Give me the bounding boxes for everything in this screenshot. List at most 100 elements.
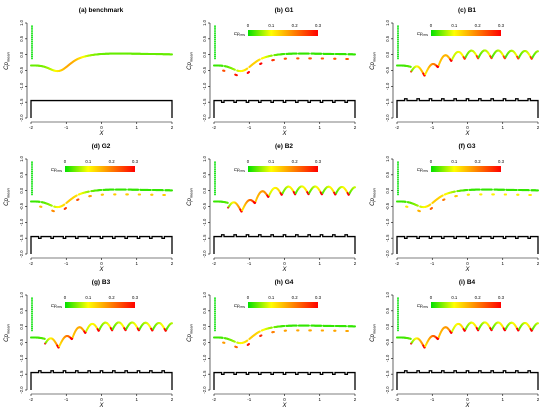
data-point (214, 312, 216, 315)
y-tick-label: 0.0 (385, 323, 390, 329)
y-tick-label: -1.5 (385, 370, 390, 378)
data-point (31, 187, 33, 190)
x-tick-label: 0 (100, 125, 103, 130)
legend-tick-label: 0.1 (451, 295, 458, 300)
x-tick-label: 0 (283, 261, 286, 266)
y-tick-label: 0.5 (202, 171, 207, 177)
data-point (31, 161, 33, 164)
data-point (397, 327, 399, 330)
x-tick-label: 1 (501, 261, 504, 266)
data-point (397, 185, 399, 188)
y-axis-label: Cpmean (370, 323, 377, 341)
x-tick-label: -2 (212, 261, 216, 266)
data-point (537, 50, 539, 53)
data-point (397, 46, 399, 48)
panel-title: (g) B3 (92, 279, 111, 286)
y-tick-label: -0.5 (385, 66, 390, 74)
legend-tick-label: 0 (64, 295, 67, 300)
data-point (31, 189, 33, 192)
data-point (31, 44, 33, 47)
x-tick-label: 1 (318, 397, 321, 402)
y-tick-label: -0.5 (19, 66, 24, 74)
data-point (214, 53, 216, 56)
y-tick-label: -1.0 (202, 218, 207, 226)
data-point (31, 297, 33, 300)
legend-tick-label: 0.2 (109, 159, 116, 164)
y-axis-label: Cpmean (4, 187, 11, 205)
data-point (478, 188, 481, 191)
x-tick-label: 2 (354, 397, 357, 402)
data-point (31, 29, 33, 31)
x-axis-label: X (281, 267, 287, 273)
legend-tick-label: 0.1 (451, 159, 458, 164)
data-point (260, 334, 263, 337)
y-tick-label: -1.0 (202, 354, 207, 362)
data-point (31, 323, 33, 326)
data-point (149, 188, 152, 191)
data-point (214, 306, 216, 309)
data-point (307, 324, 310, 327)
y-tick-label: 1.0 (202, 19, 207, 25)
y-tick-label: 0.0 (19, 187, 24, 193)
y-tick-label: -2.0 (202, 114, 207, 122)
data-point (221, 64, 224, 67)
x-tick-label: 0 (466, 125, 469, 130)
panel-title: (a) benchmark (79, 7, 124, 14)
data-point (397, 165, 399, 167)
legend-tick-label: 0 (247, 23, 250, 28)
data-point (397, 308, 399, 311)
panel-i-b4: (i) B4 1.0 0.5 0.0 -0.5 -1.0 -1.5 -2.0 Cpmean -2 -… (370, 279, 540, 408)
data-point (397, 51, 399, 54)
data-point (214, 161, 216, 164)
data-point (214, 32, 216, 35)
data-point (89, 194, 92, 197)
panel-title: (f) G3 (459, 143, 476, 150)
data-point (297, 329, 300, 332)
data-point (226, 201, 229, 204)
data-point (31, 185, 33, 188)
data-point (31, 312, 33, 315)
data-point (214, 191, 216, 194)
data-point (31, 174, 33, 177)
y-tick-label: 0.0 (202, 323, 207, 329)
y-axis-label: Cpmean (4, 51, 11, 69)
y-tick-label: 0.0 (385, 51, 390, 57)
legend-tick-label: 0.3 (315, 295, 322, 300)
data-point (31, 316, 33, 319)
x-tick-label: -2 (395, 125, 399, 130)
data-point (397, 29, 399, 31)
panel-title: (i) B4 (459, 279, 476, 286)
geometry-profile (30, 370, 173, 390)
legend-tick-label: 0.3 (498, 23, 505, 28)
data-point (443, 198, 446, 201)
y-axis-label: Cpmean (4, 323, 11, 341)
data-point (397, 36, 399, 39)
data-point (214, 29, 216, 31)
data-point (332, 324, 335, 327)
y-tick-label: -1.5 (202, 370, 207, 378)
data-point (214, 310, 216, 313)
y-tick-label: -2.0 (385, 114, 390, 122)
x-tick-label: -1 (64, 397, 68, 402)
data-point (221, 336, 224, 339)
data-point (31, 53, 33, 56)
data-point (260, 62, 263, 65)
data-point (31, 193, 33, 196)
x-tick-label: -1 (430, 397, 434, 402)
y-tick-label: -1.5 (19, 234, 24, 242)
legend-tick-label: 0 (64, 159, 67, 164)
data-point (151, 193, 154, 196)
legend-tick-label: 0.3 (315, 159, 322, 164)
data-point (31, 166, 33, 169)
x-axis-label: X (98, 131, 104, 137)
data-point (214, 176, 216, 179)
x-tick-label: 0 (100, 397, 103, 402)
legend-label: Cprms (51, 167, 63, 173)
data-point (441, 194, 444, 197)
y-tick-label: 1.0 (385, 19, 390, 25)
data-point (214, 168, 216, 171)
y-tick-label: -0.5 (202, 202, 207, 210)
data-point (397, 172, 399, 175)
x-tick-label: -1 (247, 397, 251, 402)
legend-tick-label: 0.1 (268, 23, 275, 28)
